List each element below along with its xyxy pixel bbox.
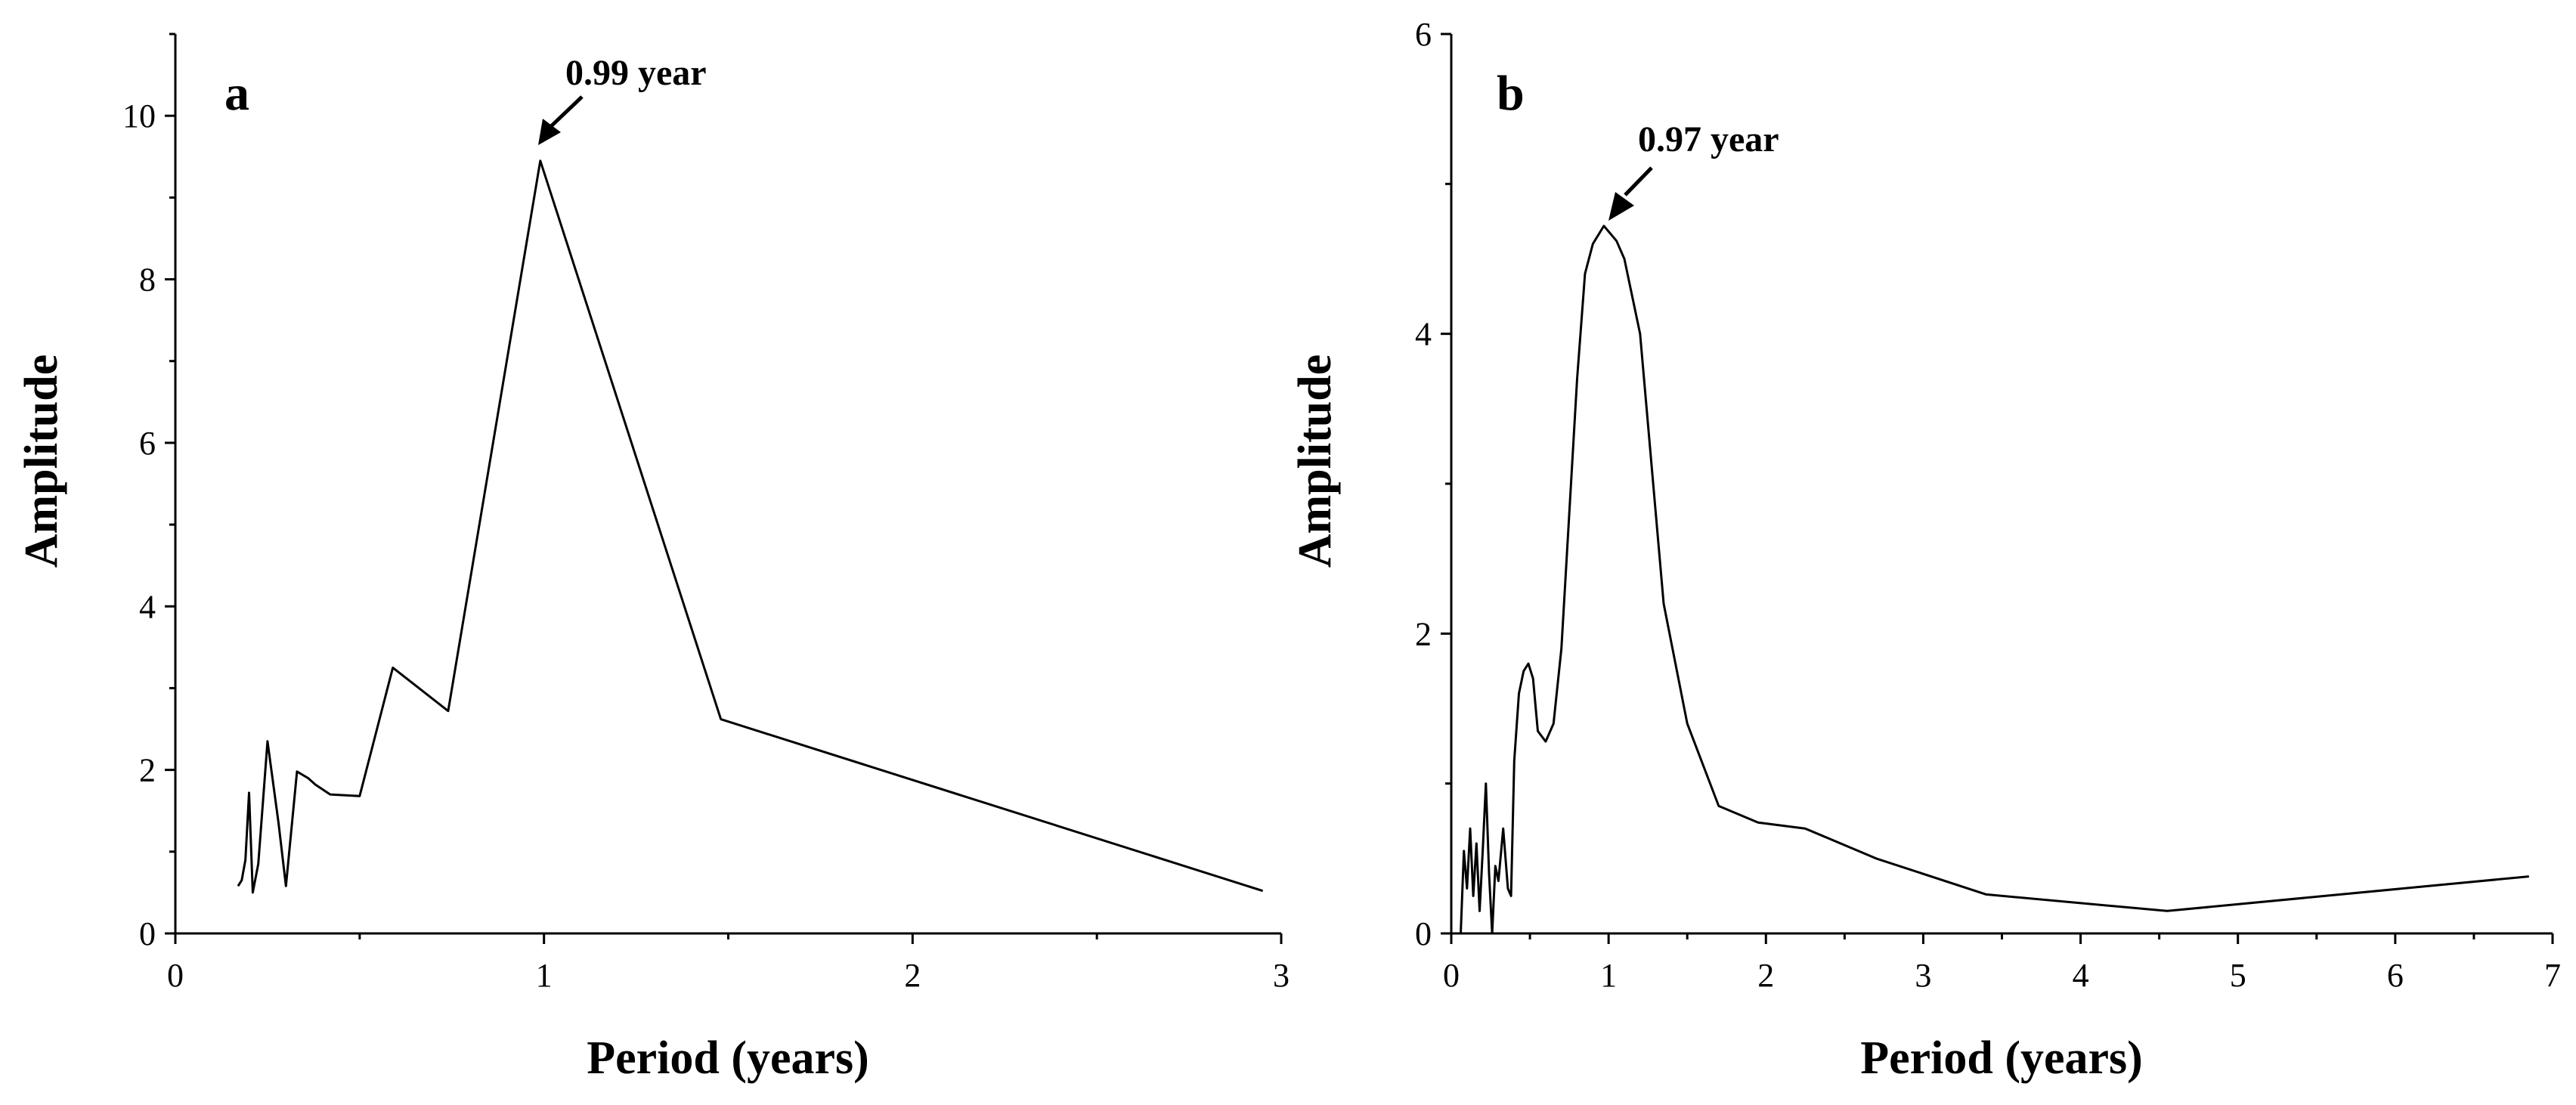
panel-b-series-spectrum bbox=[1460, 224, 2529, 935]
panel-b-x-ticks: 0 1 2 3 4 5 6 7 bbox=[1443, 933, 2561, 994]
panel-a-series-spectrum bbox=[237, 159, 1264, 894]
panel-b-y-ticks: 0 2 4 6 bbox=[1415, 16, 1451, 952]
panel-b-y-tick-label: 0 bbox=[1415, 915, 1432, 952]
panel-b-y-tick-label: 2 bbox=[1415, 615, 1432, 652]
panel-b-plot-area bbox=[1460, 224, 2529, 935]
panel-a-peak-arrowhead bbox=[538, 119, 561, 145]
panel-b-x-tick-label: 5 bbox=[2230, 957, 2246, 994]
panel-b-y-tick-label: 4 bbox=[1415, 316, 1432, 353]
panel-a-y-tick-label: 6 bbox=[139, 425, 156, 462]
panel-b-x-tick-label: 3 bbox=[1915, 957, 1931, 994]
panel-a-y-tick-label: 4 bbox=[139, 588, 156, 625]
panel-b-x-tick-label: 2 bbox=[1757, 957, 1774, 994]
panel-a-x-tick-label: 2 bbox=[904, 957, 921, 994]
panel-b-y-tick-label: 6 bbox=[1415, 16, 1432, 53]
panel-b-x-tick-label: 6 bbox=[2387, 957, 2404, 994]
panel-b-peak-arrowhead bbox=[1608, 192, 1634, 221]
panel-a-x-tick-label: 3 bbox=[1273, 957, 1290, 994]
panel-a-x-axis-title: Period (years) bbox=[587, 1032, 869, 1084]
panel-a-y-tick-label: 2 bbox=[139, 752, 156, 789]
panel-b-x-axis-title: Period (years) bbox=[1860, 1032, 2143, 1084]
panel-b: 0 1 2 3 4 5 6 7 0 2 4 6 b 0.97 year Period (years)… bbox=[1290, 16, 2561, 1084]
panel-a-x-tick-label: 0 bbox=[167, 957, 184, 994]
panel-a-y-tick-label: 0 bbox=[139, 915, 156, 952]
panel-a-plot-area bbox=[237, 159, 1264, 894]
panel-a-y-tick-label: 10 bbox=[122, 98, 156, 135]
panel-a-label: a bbox=[224, 66, 249, 121]
panel-b-peak-annotation: 0.97 year bbox=[1638, 119, 1779, 159]
panel-a-y-tick-label: 8 bbox=[139, 262, 156, 299]
panel-b-x-tick-label: 1 bbox=[1600, 957, 1617, 994]
panel-b-y-axis-title: Amplitude bbox=[1290, 354, 1341, 568]
panel-a-peak-arrow bbox=[549, 95, 584, 128]
panel-a-y-ticks: 0 2 4 6 8 10 bbox=[122, 32, 175, 952]
panel-b-peak-arrow bbox=[1624, 166, 1653, 197]
panel-b-x-tick-label: 7 bbox=[2544, 957, 2561, 994]
panel-a-peak-annotation: 0.99 year bbox=[565, 53, 707, 93]
panel-a-x-ticks: 0 1 2 3 bbox=[167, 933, 1290, 994]
panel-b-x-tick-label: 4 bbox=[2073, 957, 2089, 994]
panel-a-y-axis-title: Amplitude bbox=[16, 354, 67, 568]
panel-a-x-tick-label: 1 bbox=[536, 957, 553, 994]
panel-b-label: b bbox=[1497, 66, 1525, 121]
panel-b-x-tick-label: 0 bbox=[1443, 957, 1460, 994]
